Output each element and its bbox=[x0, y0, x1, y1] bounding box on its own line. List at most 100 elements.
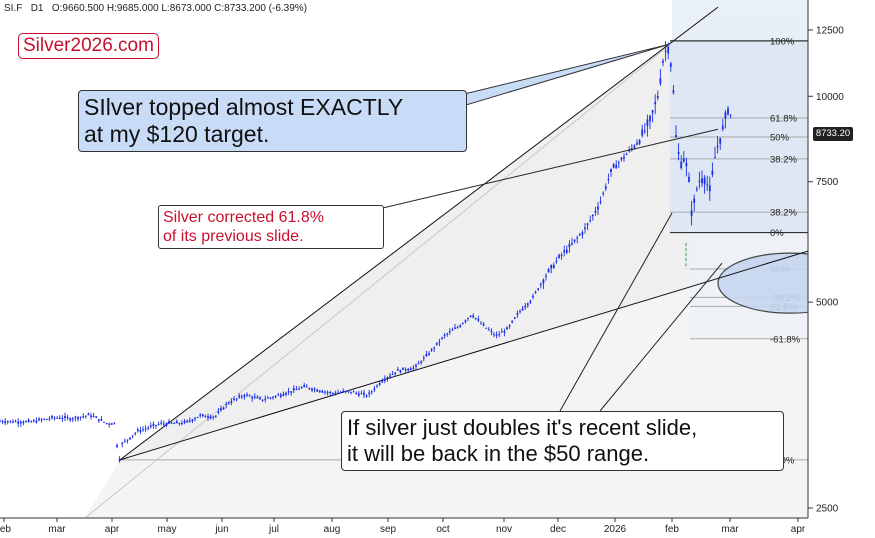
x-tick-label: apr bbox=[791, 524, 806, 535]
trendlines bbox=[119, 6, 816, 461]
candle-body bbox=[521, 308, 524, 311]
candle-body bbox=[591, 215, 594, 217]
candle-body bbox=[51, 416, 53, 419]
candle-body bbox=[516, 313, 519, 315]
candle-body bbox=[0, 421, 1, 423]
candle-body bbox=[230, 401, 233, 403]
candle-body bbox=[714, 157, 716, 159]
candle-body bbox=[394, 372, 397, 374]
candle-body bbox=[14, 421, 17, 423]
candle-body bbox=[116, 445, 118, 447]
x-tick-label: oct bbox=[436, 524, 450, 535]
candle-body bbox=[181, 422, 183, 425]
candle-body bbox=[495, 334, 498, 336]
candle-body bbox=[168, 421, 170, 424]
candle-body bbox=[22, 421, 25, 424]
annotation-pointer bbox=[599, 262, 723, 412]
candle-body bbox=[40, 419, 43, 421]
candle-body bbox=[542, 279, 545, 284]
fib-level-label: 61.8% bbox=[770, 113, 797, 124]
candle-body bbox=[79, 416, 82, 418]
candle-body bbox=[503, 330, 506, 333]
candle-body bbox=[636, 142, 638, 145]
candle-body bbox=[9, 420, 12, 422]
candle-body bbox=[113, 422, 116, 424]
candle-body bbox=[667, 46, 670, 54]
candle-body bbox=[178, 423, 181, 425]
candle-body bbox=[277, 394, 280, 396]
candle-body bbox=[526, 303, 529, 306]
candle-body bbox=[430, 349, 433, 351]
candle-body bbox=[56, 417, 59, 419]
candle-body bbox=[513, 317, 516, 319]
candle-body bbox=[136, 429, 139, 432]
candle-body bbox=[300, 387, 303, 389]
candle-body bbox=[347, 390, 350, 392]
candle-body bbox=[610, 168, 612, 172]
candle-body bbox=[612, 164, 615, 168]
candle-body bbox=[38, 418, 40, 421]
candle-body bbox=[633, 145, 636, 148]
candle-body bbox=[103, 421, 105, 423]
last-price-tag: 8733.20 bbox=[813, 127, 853, 141]
candle-body bbox=[17, 421, 20, 424]
candle-body bbox=[498, 334, 501, 336]
candle-body bbox=[560, 254, 563, 256]
candle-body bbox=[586, 223, 589, 225]
candle-body bbox=[399, 370, 402, 373]
candle-body bbox=[217, 411, 220, 414]
candle-body bbox=[274, 395, 277, 397]
candle-body bbox=[500, 331, 503, 333]
y-tick-label: 5000 bbox=[816, 298, 839, 309]
candle-body bbox=[357, 393, 360, 396]
candle-body bbox=[703, 177, 706, 185]
candle-body bbox=[360, 393, 363, 395]
candle-body bbox=[149, 425, 152, 427]
candle-body bbox=[131, 435, 134, 437]
candle-body bbox=[638, 140, 641, 144]
candle-body bbox=[532, 295, 534, 298]
candle-body bbox=[183, 421, 186, 423]
x-tick-label: apr bbox=[105, 524, 120, 535]
candle-body bbox=[469, 315, 472, 318]
candle-body bbox=[386, 377, 389, 379]
candle-body bbox=[95, 416, 98, 418]
symbol-label: SI.F bbox=[4, 3, 23, 14]
candlestick-series bbox=[0, 41, 732, 463]
candle-body bbox=[685, 162, 688, 167]
candle-body bbox=[594, 210, 597, 213]
candle-body bbox=[147, 427, 150, 429]
candle-body bbox=[404, 369, 407, 371]
candle-body bbox=[186, 420, 189, 422]
candle-body bbox=[487, 329, 490, 331]
candle-body bbox=[19, 421, 22, 424]
candle-body bbox=[578, 234, 581, 236]
annotation-top-line-2: at my $120 target. bbox=[84, 121, 270, 147]
candle-body bbox=[6, 421, 9, 423]
candle-body bbox=[118, 458, 121, 462]
candle-body bbox=[381, 380, 384, 383]
candle-body bbox=[188, 420, 191, 422]
candle-body bbox=[651, 110, 654, 113]
annotation-bottom: If silver just doubles it's recent slide… bbox=[341, 411, 784, 471]
fib-level-label: 50% bbox=[770, 132, 790, 143]
candle-body bbox=[264, 398, 267, 400]
candle-body bbox=[1, 421, 4, 423]
candle-body bbox=[721, 125, 724, 130]
candle-body bbox=[370, 391, 373, 393]
candle-body bbox=[204, 416, 207, 418]
candle-body bbox=[428, 353, 430, 355]
candle-body bbox=[391, 373, 394, 375]
candle-body bbox=[698, 181, 701, 183]
candle-body bbox=[222, 407, 225, 410]
candle-body bbox=[25, 421, 27, 423]
candle-body bbox=[649, 115, 651, 122]
candle-body bbox=[48, 418, 51, 420]
candle-body bbox=[682, 158, 685, 162]
outer-diagonal bbox=[84, 0, 726, 519]
candle-body bbox=[415, 364, 417, 367]
candle-body bbox=[729, 114, 732, 116]
candle-body bbox=[662, 60, 664, 63]
x-tick-label: 2026 bbox=[604, 524, 627, 535]
candle-body bbox=[30, 421, 33, 423]
